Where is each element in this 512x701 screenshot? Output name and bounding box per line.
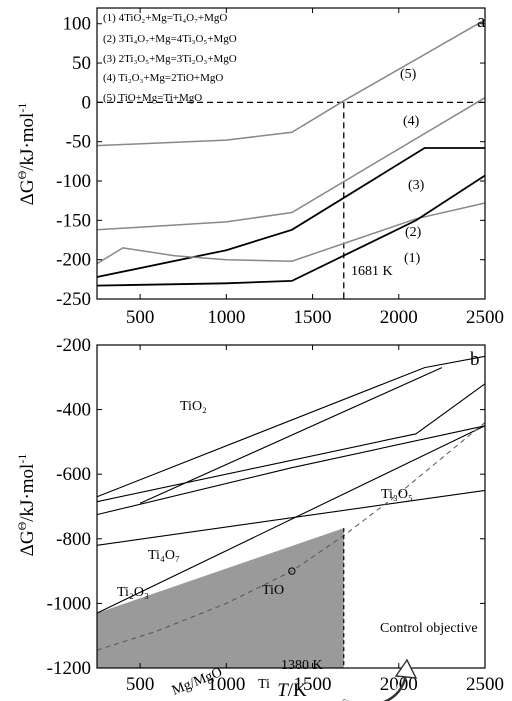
y-tick-label: 100 [63,14,92,35]
panel-a-frame [96,7,486,300]
y-tick-label: -100 [56,171,91,192]
mg-mgo-dashed-curve [96,422,486,651]
legend-entry-3: (3) 2Ti₃O₅+Mg=3Ti₂O₃+MgO [103,53,237,65]
y-tick-label: -600 [56,464,91,485]
legend-entry-2: (2) 3Ti₄O₇+Mg=4Ti₃O₅+MgO [103,33,237,45]
panel-a-ticks: 500 1000 1500 2000 2500100500-50-100-150-200… [56,8,504,328]
panel-b-frame [96,344,486,669]
y-tick-label: 0 [82,92,92,113]
legend-entry-4: (4) Ti₂O₃+Mg=2TiO+MgO [103,72,223,84]
panel-b-xlabel: T/K [277,680,307,701]
x-tick-label: 1000 [207,674,245,695]
curve-label-1: (1) [404,251,421,266]
x-tick-label: 1000 [207,307,245,328]
curve-label-4: (4) [403,114,420,129]
phase-boundary-3 [96,425,486,516]
point-1380k-marker [288,567,296,575]
series-line-3 [96,147,485,278]
panel-b: 500 1000 1500 2000 2500-200-400-600-800-1000… [15,335,504,701]
region-label-ti3o5: Ti₃O₅ [381,487,413,502]
x-tick-label: 2500 [466,674,504,695]
panel-a: 500 1000 1500 2000 2500100500-50-100-150-200… [15,7,504,328]
series-line-2 [96,202,486,265]
y-tick-label: 50 [72,53,91,74]
y-tick-label: -800 [56,529,91,550]
y-tick-label: -200 [56,335,91,356]
region-label-ti4o7: Ti₄O₇ [148,548,180,563]
shaded-ti-region [97,528,344,668]
curve-label-5: (5) [400,67,417,82]
panel-b-letter: b [470,349,480,370]
panel-b-data-layer [96,355,486,668]
panel-a-ylabel: ΔGΘ/kJ·mol-1 [15,103,38,206]
x-tick-label: 1500 [294,307,332,328]
y-tick-label: -150 [56,210,91,231]
series-line-1 [96,174,486,287]
x-tick-label: 1500 [294,674,332,695]
panel-a-letter: a [477,11,486,32]
region-label-ti2o3: Ti₂O₃ [117,585,149,600]
control-objective-arrow [342,658,418,701]
x-tick-label: 500 [126,674,155,695]
x-tick-label: 2000 [380,307,418,328]
panel-b-ticks: 500 1000 1500 2000 2500-200-400-600-800-1000… [47,335,504,695]
panel-a-1681k-label: 1681 K [351,264,393,279]
control-objective-label: Control objective [380,621,478,636]
curve-label-3: (3) [408,178,425,193]
phase-boundary-6 [139,367,443,504]
curve-label-2: (2) [405,225,422,240]
panel-a-data-layer [96,19,486,299]
legend-entry-5: (5) TiO+Mg=Ti+MgO [103,92,202,104]
x-tick-label: 2500 [466,307,504,328]
panel-a-legend: (1) 4TiO₂+Mg=Ti₄O₇+MgO (2) 3Ti₄O₇+Mg=4Ti… [103,12,237,104]
y-tick-label: -50 [66,132,91,153]
y-tick-label: -200 [56,250,91,271]
region-label-ti: Ti [258,677,270,692]
panel-b-ylabel: ΔGΘ/kJ·mol-1 [15,454,38,557]
x-tick-label: 500 [126,307,155,328]
region-label-tio2: TiO₂ [180,399,207,414]
phase-boundary-4 [96,383,486,503]
phase-boundary-5 [96,355,486,498]
y-tick-label: -1000 [47,593,91,614]
series-line-5 [96,19,486,147]
y-tick-label: -1200 [47,658,91,679]
y-tick-label: -250 [56,289,91,310]
panel-b-1380k-label: 1380 K [281,658,323,673]
legend-entry-1: (1) 4TiO₂+Mg=Ti₄O₇+MgO [103,12,227,24]
series-line-4 [96,97,486,231]
region-label-tio: TiO [262,583,284,598]
phase-boundary-2 [96,489,486,546]
y-tick-label: -400 [56,400,91,421]
phase-boundary-1 [96,425,486,614]
